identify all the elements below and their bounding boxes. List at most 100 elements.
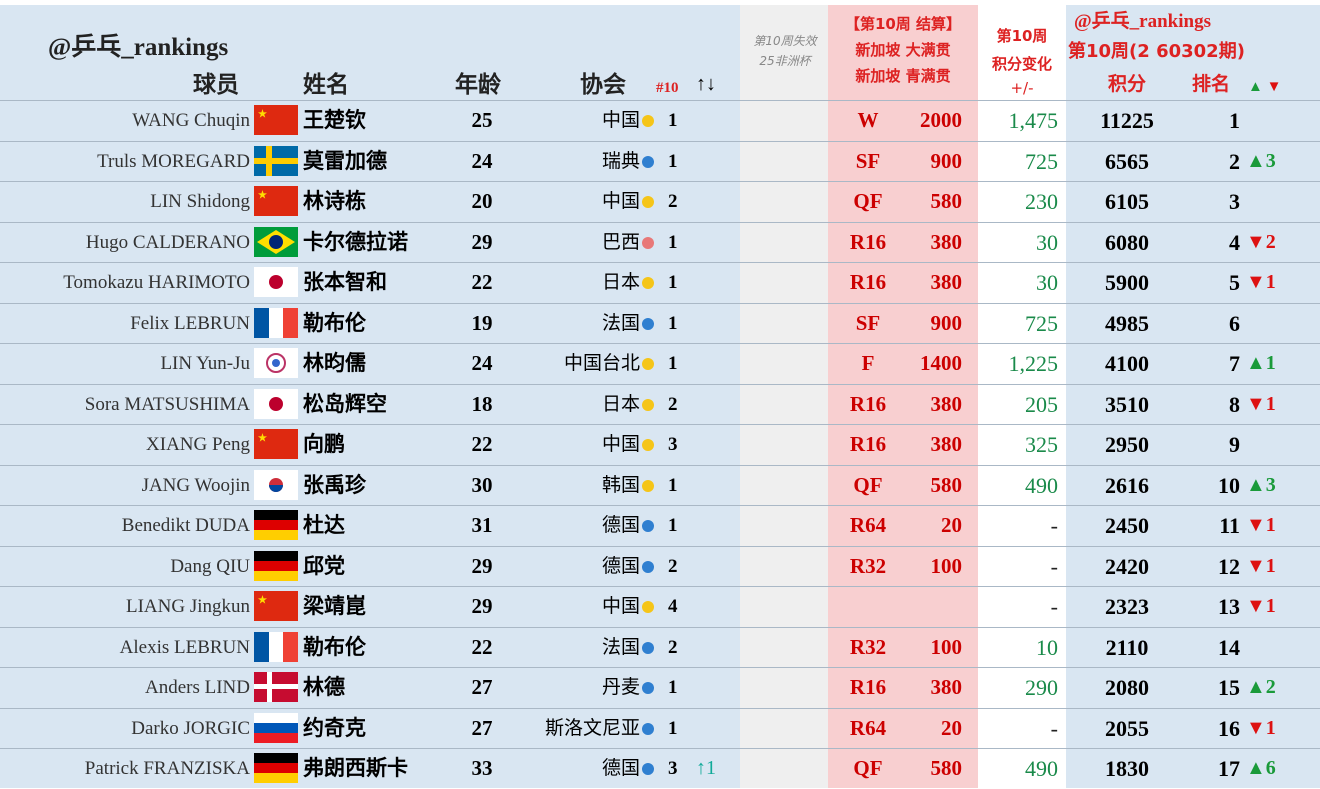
association-dot-icon [642, 196, 654, 208]
result-points: 20 [941, 513, 962, 537]
result-points: 100 [930, 634, 963, 659]
week-rank: 1 [668, 677, 678, 698]
table-row: Patrick FRANZISKA 弗朗西斯卡 33 德国 3 ↑1 QF 58… [0, 748, 1320, 789]
header-period: 第10周(2 60302期) [1068, 41, 1245, 62]
table-row: XIANG Peng ★ 向鹏 22 中国 3 R16 380 325 2950… [0, 424, 1320, 465]
rank-change: ▲2 [1246, 676, 1276, 698]
svg-text:★: ★ [258, 109, 267, 120]
week-rank: 4 [668, 596, 678, 617]
player-name-cn: 约奇克 [303, 715, 366, 740]
result: W [857, 108, 879, 132]
points-change: - [1050, 594, 1058, 619]
points-change: 725 [1025, 310, 1058, 336]
player-name-en: Sora MATSUSHIMA [84, 393, 250, 415]
denmark-flag-icon [254, 672, 298, 702]
player-name-en: XIANG Peng [146, 434, 250, 455]
association: 德国 [601, 554, 640, 577]
total-points: 5900 [1105, 270, 1149, 295]
points-change: 490 [1025, 472, 1058, 498]
header-week-rank: #10 [656, 80, 679, 96]
rank: 7 [1229, 351, 1240, 376]
header-result-title: 【第10周 结算】 [844, 15, 962, 33]
player-name-cn: 林德 [303, 675, 345, 699]
result-points: 580 [930, 472, 963, 497]
result: R16 [849, 675, 887, 699]
points-change: 490 [1025, 756, 1058, 781]
header-result-line1: 新加坡 大满贯 [855, 41, 951, 59]
total-points: 2323 [1105, 594, 1149, 619]
rank: 8 [1229, 391, 1240, 417]
result: R32 [849, 553, 887, 578]
player-name-en: Truls MOREGARD [97, 150, 250, 172]
player-name-en: LIANG Jingkun [125, 596, 250, 617]
player-name-cn: 梁靖崑 [303, 594, 366, 618]
rank: 6 [1229, 310, 1240, 336]
association: 德国 [601, 757, 640, 779]
association: 斯洛文尼亚 [544, 716, 640, 739]
header-rank: 排名 [1192, 73, 1231, 95]
player-name-en: Alexis LEBRUN [119, 636, 250, 658]
association-dot-icon [642, 560, 654, 573]
age: 18 [471, 391, 493, 416]
result-points: 900 [930, 310, 963, 335]
result-points: 380 [930, 391, 963, 416]
association-dot-icon [642, 682, 654, 694]
result-points: 20 [941, 715, 962, 740]
player-name-cn: 杜达 [303, 513, 345, 537]
result: R16 [849, 391, 887, 416]
svg-text:★: ★ [258, 595, 267, 606]
result-points: 580 [930, 756, 963, 780]
header-result-line2: 新加坡 青满贯 [855, 67, 951, 85]
association: 德国 [601, 514, 640, 536]
header-points: 积分 [1108, 73, 1147, 95]
week-rank: 1 [668, 150, 678, 172]
rank: 2 [1229, 148, 1240, 174]
result-points: 100 [930, 553, 963, 578]
result: SF [855, 148, 881, 173]
rank-change: ▲1 [1246, 352, 1276, 374]
germany-flag-icon [254, 510, 298, 540]
points-change: 1,225 [1008, 351, 1059, 376]
germany-flag-icon [254, 753, 298, 783]
china-flag-icon: ★ [254, 186, 298, 216]
association: 中国 [601, 595, 640, 617]
result-points: 380 [930, 432, 963, 456]
week-rank: 1 [668, 515, 678, 536]
total-points: 4100 [1105, 351, 1149, 376]
total-points: 11225 [1100, 108, 1154, 133]
header-assoc: 协会 [580, 72, 626, 98]
header-lost: 第10周失效 25非洲杯 [753, 34, 817, 68]
header-change-sign: +/- [1010, 79, 1034, 97]
rank-change: ▼1 [1246, 392, 1276, 415]
week-rank: 2 [668, 636, 678, 658]
week-rank: 1 [668, 353, 678, 374]
association: 日本 [601, 271, 640, 293]
result-points: 900 [930, 148, 963, 173]
association-dot-icon [642, 317, 654, 330]
table-row: WANG Chuqin ★ 王楚钦 25 中国 1 W 2000 1,475 1… [0, 100, 1320, 141]
korea-flag-icon [254, 469, 298, 500]
association-dot-icon [642, 722, 654, 735]
rank: 9 [1229, 432, 1240, 457]
header-up-down: ▲ ▼ [1248, 79, 1281, 96]
change-column [978, 5, 1066, 788]
age: 27 [471, 715, 493, 740]
result: SF [855, 310, 881, 335]
rank-change: ▼1 [1246, 554, 1276, 577]
player-name-en: Patrick FRANZISKA [84, 758, 250, 779]
brand-watermark: @乒乓_rankings [48, 34, 229, 61]
association: 丹麦 [601, 676, 640, 698]
total-points: 3510 [1105, 391, 1149, 417]
rank-change: ▼1 [1246, 514, 1276, 536]
result: R16 [849, 270, 887, 294]
player-name-en: Darko JORGIC [131, 717, 250, 739]
rank-change: ▼1 [1246, 271, 1276, 293]
player-name-en: Dang QIU [170, 555, 250, 577]
week-rank: 2 [668, 555, 678, 577]
header-move: ↑↓ [696, 73, 716, 95]
table-row: Truls MOREGARD 莫雷加德 24 瑞典 1 SF 900 725 6… [0, 140, 1320, 182]
table-row: Anders LIND 林德 27 丹麦 1 R16 380 290 2080 … [0, 667, 1320, 708]
points-change: - [1050, 715, 1058, 741]
china-flag-icon: ★ [254, 591, 298, 621]
rank-change: ▲3 [1246, 473, 1276, 496]
